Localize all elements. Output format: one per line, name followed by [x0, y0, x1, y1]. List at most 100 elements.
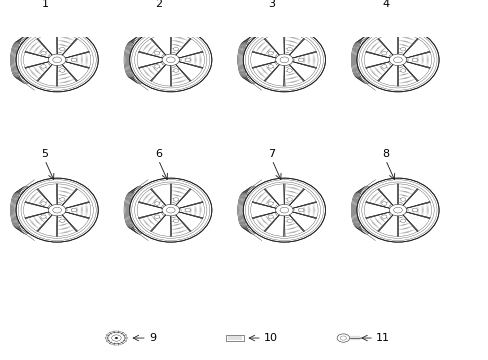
Circle shape — [60, 219, 65, 222]
Circle shape — [162, 204, 179, 216]
Polygon shape — [170, 215, 171, 237]
Polygon shape — [150, 189, 166, 206]
Circle shape — [381, 202, 386, 205]
Polygon shape — [252, 202, 277, 209]
Polygon shape — [175, 214, 191, 231]
Polygon shape — [401, 189, 417, 206]
Polygon shape — [365, 212, 390, 219]
Text: 9: 9 — [148, 333, 156, 343]
Polygon shape — [57, 215, 58, 237]
Polygon shape — [264, 64, 280, 81]
Text: 3: 3 — [268, 0, 275, 9]
Circle shape — [166, 207, 175, 213]
Polygon shape — [377, 189, 393, 206]
Polygon shape — [397, 65, 398, 86]
Circle shape — [267, 51, 273, 55]
Polygon shape — [401, 214, 417, 231]
Circle shape — [267, 215, 273, 219]
Circle shape — [41, 202, 46, 205]
Polygon shape — [138, 61, 163, 68]
Polygon shape — [401, 39, 417, 56]
Polygon shape — [283, 215, 285, 237]
Circle shape — [393, 207, 402, 213]
Circle shape — [393, 57, 402, 63]
Polygon shape — [177, 212, 203, 219]
Bar — [225, 335, 244, 341]
Polygon shape — [404, 212, 429, 219]
Polygon shape — [377, 64, 393, 81]
Circle shape — [154, 51, 160, 55]
Polygon shape — [175, 39, 191, 56]
Circle shape — [411, 208, 417, 212]
Polygon shape — [61, 214, 77, 231]
Polygon shape — [150, 64, 166, 81]
Circle shape — [60, 69, 65, 72]
Text: 11: 11 — [375, 333, 389, 343]
Circle shape — [400, 48, 405, 51]
Ellipse shape — [129, 28, 211, 92]
Text: 10: 10 — [264, 333, 277, 343]
Circle shape — [298, 58, 304, 62]
Ellipse shape — [243, 28, 325, 92]
Circle shape — [154, 215, 160, 219]
Circle shape — [388, 204, 406, 216]
Polygon shape — [365, 61, 390, 68]
Circle shape — [41, 65, 46, 68]
Circle shape — [267, 65, 273, 68]
Polygon shape — [288, 64, 304, 81]
Polygon shape — [170, 33, 171, 55]
Polygon shape — [61, 189, 77, 206]
Text: 2: 2 — [155, 0, 162, 9]
Polygon shape — [177, 202, 203, 209]
Circle shape — [400, 219, 405, 222]
Circle shape — [275, 204, 292, 216]
Polygon shape — [170, 184, 171, 205]
Circle shape — [60, 48, 65, 51]
Polygon shape — [365, 202, 390, 209]
Circle shape — [41, 51, 46, 55]
Polygon shape — [138, 202, 163, 209]
Polygon shape — [57, 33, 58, 55]
Polygon shape — [64, 51, 89, 58]
Circle shape — [267, 202, 273, 205]
Text: 6: 6 — [155, 149, 162, 159]
Ellipse shape — [356, 178, 438, 242]
Circle shape — [48, 54, 66, 66]
Text: 1: 1 — [41, 0, 48, 9]
Circle shape — [71, 208, 77, 212]
Ellipse shape — [16, 28, 98, 92]
Polygon shape — [37, 64, 53, 81]
Circle shape — [173, 219, 178, 222]
Polygon shape — [291, 61, 316, 68]
Polygon shape — [150, 214, 166, 231]
Polygon shape — [177, 61, 203, 68]
Polygon shape — [377, 39, 393, 56]
Ellipse shape — [16, 178, 98, 242]
Polygon shape — [138, 212, 163, 219]
Polygon shape — [288, 39, 304, 56]
Circle shape — [48, 204, 66, 216]
Polygon shape — [283, 65, 285, 86]
Polygon shape — [291, 212, 316, 219]
Circle shape — [298, 208, 304, 212]
Text: 4: 4 — [381, 0, 388, 9]
Circle shape — [53, 207, 61, 213]
Circle shape — [60, 198, 65, 201]
Polygon shape — [397, 33, 398, 55]
Circle shape — [162, 54, 179, 66]
Text: 5: 5 — [41, 149, 48, 159]
Polygon shape — [25, 212, 50, 219]
Polygon shape — [291, 202, 316, 209]
Polygon shape — [177, 51, 203, 58]
Polygon shape — [37, 214, 53, 231]
Polygon shape — [25, 61, 50, 68]
Circle shape — [286, 198, 292, 201]
Polygon shape — [365, 51, 390, 58]
Polygon shape — [170, 65, 171, 86]
Polygon shape — [57, 184, 58, 205]
Polygon shape — [252, 61, 277, 68]
Circle shape — [280, 57, 288, 63]
Polygon shape — [377, 214, 393, 231]
Polygon shape — [25, 51, 50, 58]
Circle shape — [184, 58, 190, 62]
